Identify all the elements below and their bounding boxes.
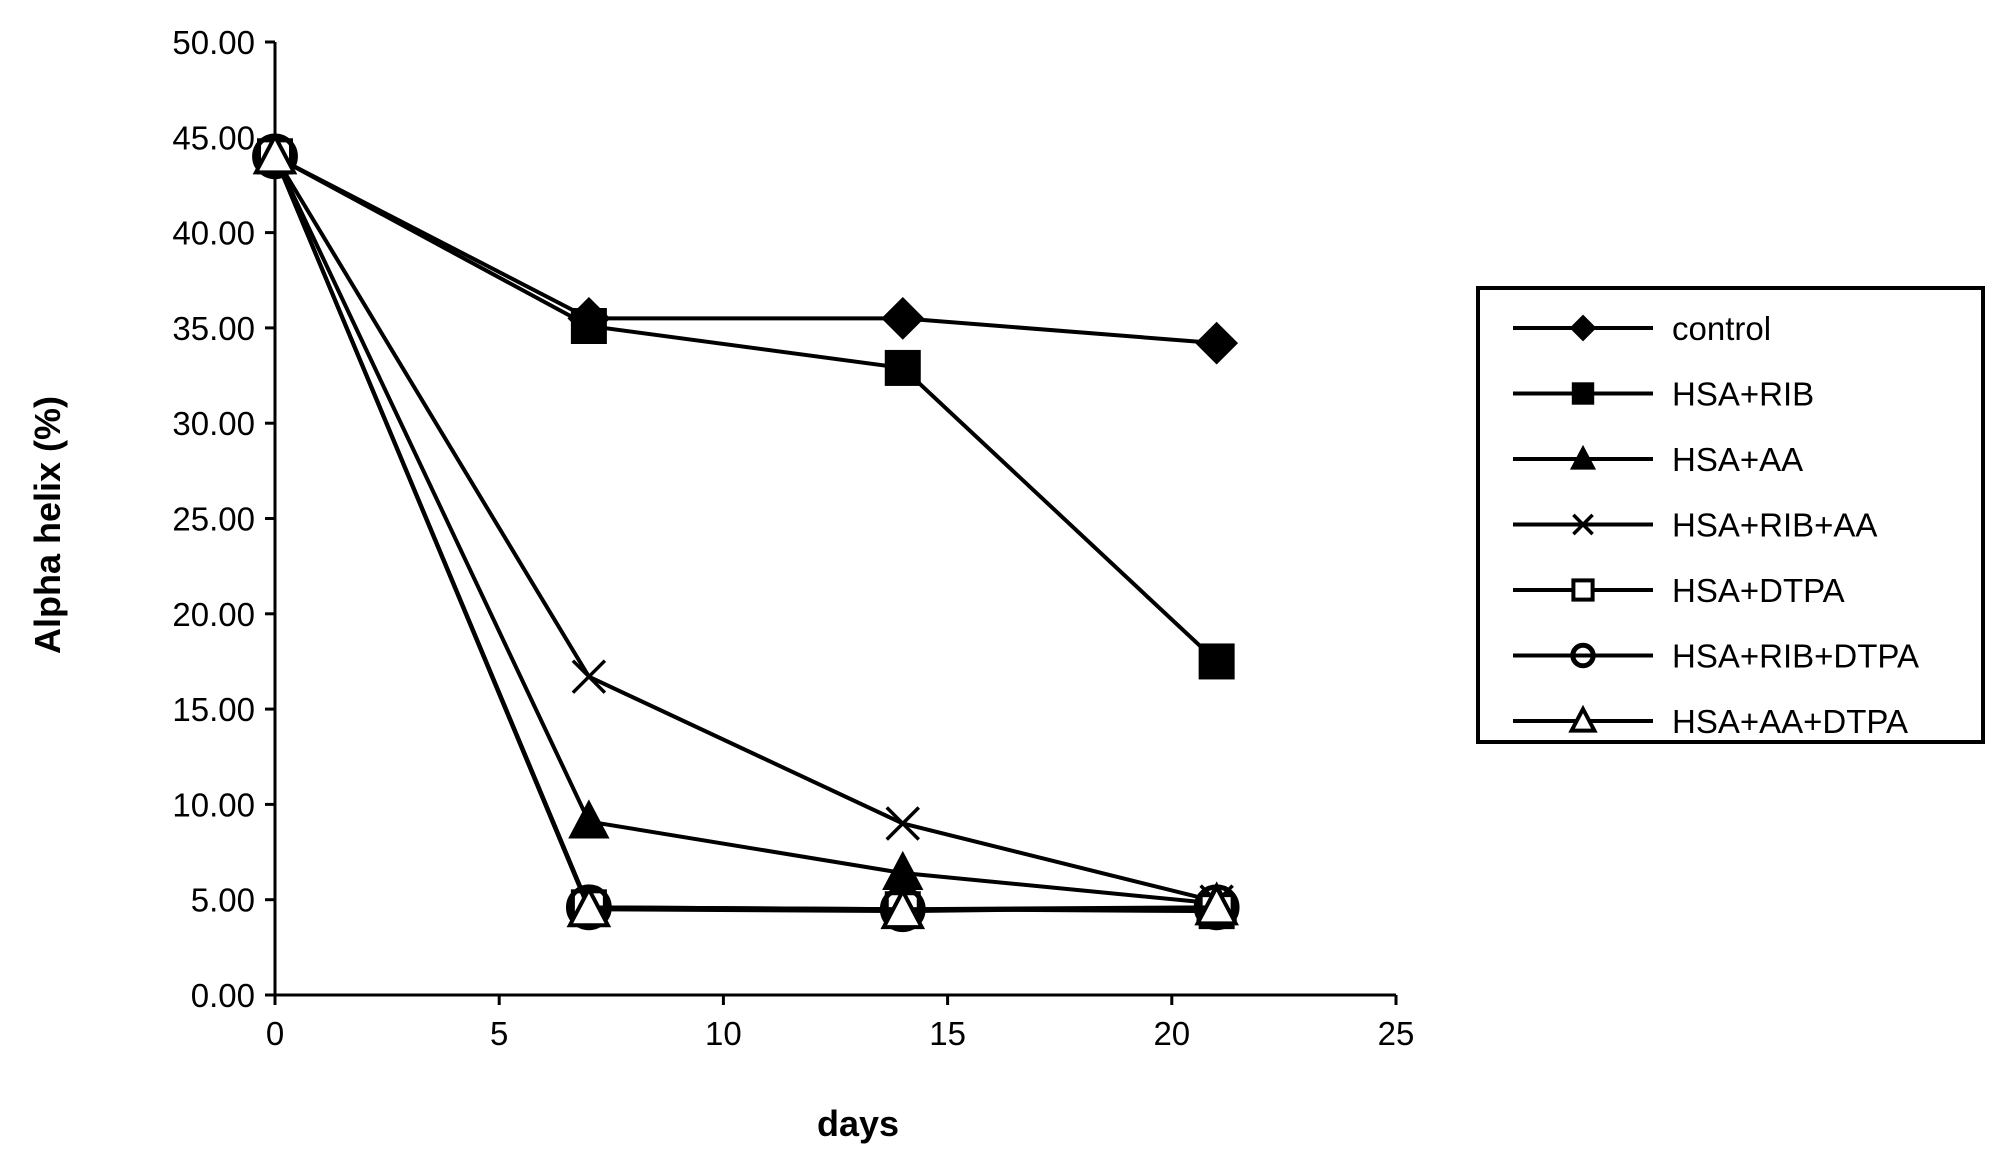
legend-label: HSA+AA+DTPA xyxy=(1672,703,1908,740)
x-axis-title: days xyxy=(817,1103,899,1144)
legend-item: control xyxy=(1513,310,1771,347)
series-4 xyxy=(257,138,1235,930)
data-point xyxy=(566,884,612,928)
y-tick-label: 25.00 xyxy=(172,501,255,538)
series-line xyxy=(273,155,1217,912)
series-line xyxy=(273,155,1217,914)
data-point xyxy=(1198,643,1235,680)
x-tick-label: 25 xyxy=(1378,1015,1415,1052)
series-2 xyxy=(254,134,1238,921)
legend-marker xyxy=(1569,314,1597,342)
legend-label: HSA+RIB+DTPA xyxy=(1672,638,1919,675)
legend-item: HSA+DTPA xyxy=(1513,572,1845,609)
data-point xyxy=(568,799,610,839)
data-point xyxy=(1195,321,1239,365)
series-3 xyxy=(257,139,1234,919)
data-point xyxy=(571,659,607,694)
legend-label: HSA+AA xyxy=(1672,441,1803,478)
x-tick-label: 20 xyxy=(1153,1015,1190,1052)
y-tick-label: 15.00 xyxy=(172,691,255,728)
data-point xyxy=(1194,883,1239,926)
legend-label: HSA+DTPA xyxy=(1672,572,1845,609)
legend-item: HSA+RIB+AA xyxy=(1513,507,1877,544)
y-tick-label: 35.00 xyxy=(172,310,255,347)
legend-label: HSA+RIB xyxy=(1672,376,1814,413)
legend-marker xyxy=(1571,382,1595,405)
legend-marker xyxy=(1569,444,1597,470)
series-1 xyxy=(257,138,1235,680)
legend-item: HSA+RIB+DTPA xyxy=(1513,638,1919,675)
legend-label: control xyxy=(1672,310,1771,347)
y-ticks: 0.00 5.00 10.00 15.00 20.00 25.00 30.00 35.00 40… xyxy=(172,24,275,1014)
data-point xyxy=(881,296,925,340)
legend-marker xyxy=(1568,704,1598,733)
y-tick-label: 10.00 xyxy=(172,786,255,823)
legend-marker xyxy=(1571,578,1595,602)
legend-marker xyxy=(1572,513,1594,536)
y-tick-label: 40.00 xyxy=(172,215,255,252)
series-line xyxy=(273,155,1217,906)
x-tick-label: 0 xyxy=(266,1015,284,1052)
data-point xyxy=(884,349,921,386)
y-tick-label: 20.00 xyxy=(172,596,255,633)
series-line xyxy=(273,155,1218,904)
series-line xyxy=(274,154,1219,663)
series-5 xyxy=(252,133,1240,933)
legend-box xyxy=(1476,286,1985,744)
legend-marker xyxy=(1570,642,1596,669)
axes xyxy=(273,42,1396,997)
x-ticks: 0 5 10 15 20 25 xyxy=(266,995,1415,1052)
x-tick-label: 5 xyxy=(490,1015,508,1052)
y-tick-label: 0.00 xyxy=(191,977,255,1014)
series-0 xyxy=(253,134,1239,365)
legend: control HSA+RIB HSA+AA HSA+RIB+AA HSA+DTPA HS… xyxy=(1476,286,1985,744)
data-point xyxy=(885,806,920,841)
y-tick-label: 50.00 xyxy=(172,24,255,61)
x-tick-label: 15 xyxy=(929,1015,966,1052)
series-group xyxy=(252,132,1240,933)
y-tick-label: 45.00 xyxy=(172,119,255,156)
data-point xyxy=(252,132,298,175)
legend-label: HSA+RIB+AA xyxy=(1672,507,1877,544)
y-axis-title: Alpha helix (%) xyxy=(27,396,68,654)
series-line xyxy=(273,155,1217,914)
data-point xyxy=(570,307,607,344)
legend-items: control HSA+RIB HSA+AA HSA+RIB+AA HSA+DTPA HS… xyxy=(1513,310,1919,740)
legend-item: HSA+AA+DTPA xyxy=(1513,703,1908,740)
y-tick-label: 5.00 xyxy=(191,882,255,919)
y-tick-label: 30.00 xyxy=(172,405,255,442)
legend-item: HSA+AA xyxy=(1513,441,1803,478)
x-tick-label: 10 xyxy=(705,1015,742,1052)
series-line xyxy=(274,154,1217,346)
series-6 xyxy=(252,132,1239,930)
legend-item: HSA+RIB xyxy=(1513,376,1814,413)
data-point xyxy=(880,886,926,930)
